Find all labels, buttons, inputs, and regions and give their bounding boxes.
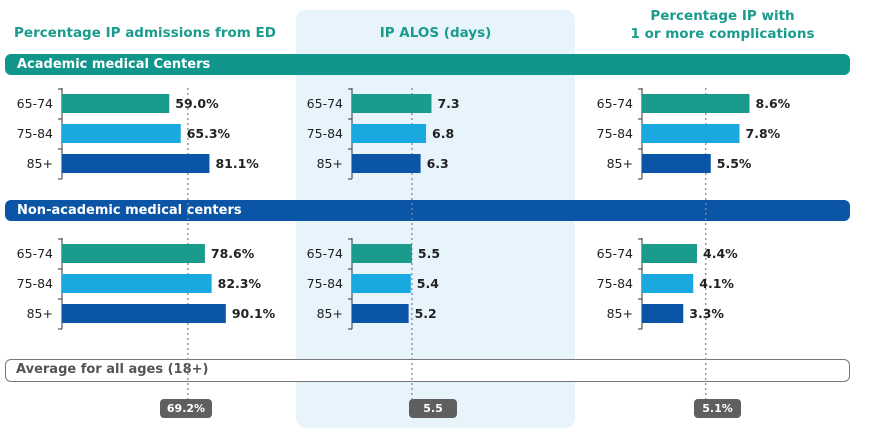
category-label: 75-84 — [307, 126, 343, 141]
panel-title-alos: IP ALOS (days) — [379, 25, 492, 41]
data-label: 65.3% — [187, 126, 231, 141]
panel-title-complications: Percentage IP with 1 or more complicatio… — [630, 8, 815, 42]
bar — [352, 244, 412, 263]
data-label: 5.5 — [418, 246, 440, 261]
category-label: 75-84 — [307, 276, 343, 291]
data-label: 8.6% — [756, 96, 791, 111]
category-label: 65-74 — [307, 246, 343, 261]
bar — [62, 304, 226, 323]
category-label: 85+ — [607, 156, 633, 171]
category-label: 85+ — [27, 306, 53, 321]
data-label: 5.5% — [717, 156, 752, 171]
panel-title-ed: Percentage IP admissions from ED — [14, 25, 276, 41]
category-label: 65-74 — [307, 96, 343, 111]
average-pill-alos: 5.5 — [409, 399, 457, 418]
category-label: 75-84 — [597, 126, 633, 141]
bar — [352, 154, 421, 173]
data-label: 7.8% — [746, 126, 781, 141]
average-pill-complications: 5.1% — [694, 399, 741, 418]
data-label: 82.3% — [218, 276, 262, 291]
average-legend-box: Average for all ages (18+) — [5, 359, 850, 382]
data-label: 6.8 — [432, 126, 454, 141]
bar — [642, 124, 740, 143]
bar — [62, 124, 181, 143]
group-band-academic: Academic medical Centers — [5, 54, 850, 75]
category-label: 85+ — [607, 306, 633, 321]
bar — [642, 274, 694, 293]
data-label: 3.3% — [689, 306, 724, 321]
category-label: 75-84 — [17, 276, 53, 291]
data-label: 6.3 — [427, 156, 449, 171]
average-pill-ed: 69.2% — [160, 399, 212, 418]
bar — [352, 274, 411, 293]
bar — [352, 304, 409, 323]
category-label: 75-84 — [597, 276, 633, 291]
data-label: 78.6% — [211, 246, 255, 261]
bar — [642, 154, 711, 173]
category-label: 65-74 — [17, 246, 53, 261]
bar — [62, 94, 170, 113]
group-band-nonacademic: Non-academic medical centers — [5, 200, 850, 221]
data-label: 5.4 — [417, 276, 439, 291]
category-label: 85+ — [317, 156, 343, 171]
category-label: 85+ — [317, 306, 343, 321]
data-label: 7.3 — [437, 96, 459, 111]
data-label: 81.1% — [215, 156, 259, 171]
category-label: 65-74 — [597, 96, 633, 111]
category-label: 65-74 — [17, 96, 53, 111]
bar — [352, 94, 432, 113]
bar — [62, 244, 205, 263]
bar — [62, 154, 210, 173]
data-label: 90.1% — [232, 306, 276, 321]
data-label: 5.2 — [415, 306, 437, 321]
bar — [642, 94, 750, 113]
data-label: 4.4% — [703, 246, 738, 261]
bar — [62, 274, 212, 293]
category-label: 65-74 — [597, 246, 633, 261]
category-label: 75-84 — [17, 126, 53, 141]
bar — [352, 124, 427, 143]
data-label: 4.1% — [699, 276, 734, 291]
bar — [642, 304, 684, 323]
category-label: 85+ — [27, 156, 53, 171]
bar — [642, 244, 697, 263]
data-label: 59.0% — [175, 96, 219, 111]
